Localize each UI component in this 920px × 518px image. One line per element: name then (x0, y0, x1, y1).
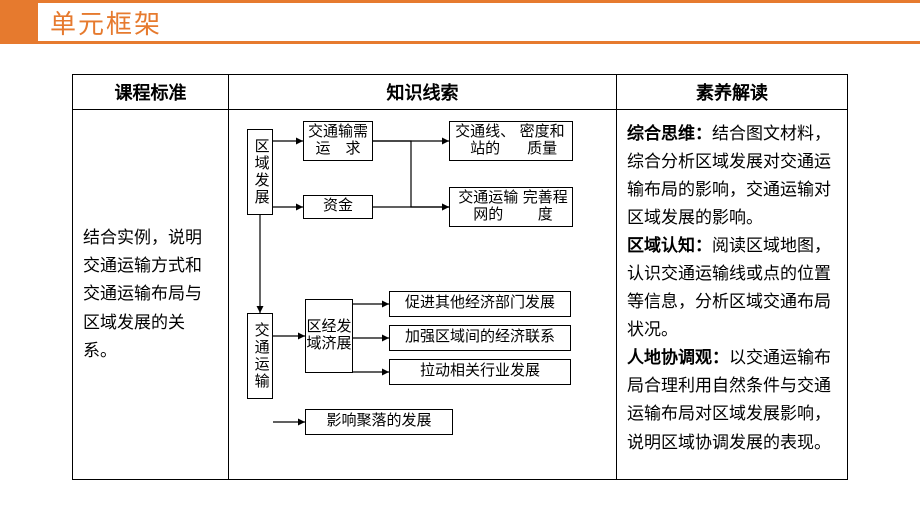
title-accent-block (0, 0, 38, 44)
flow-node-region_econ: 区域经济发展 (305, 299, 353, 373)
flowchart: 区域发展 交通运输需求资金 交通线、站的密度和质量交通运输网的完善程度交通运输 区域经… (229, 107, 616, 479)
flow-node-demand: 交通运输需求 (303, 121, 373, 161)
literacy-item-label: 综合思维： (627, 124, 712, 143)
flow-node-region_dev: 区域发展 (247, 129, 273, 215)
flow-node-settlement: 影响聚落的发展 (305, 409, 453, 435)
standards-text: 结合实例，说明交通运输方式和交通运输布局与区域发展的关系。 (73, 110, 228, 479)
header-literacy: 素养解读 (617, 75, 847, 110)
column-knowledge: 知识线索 区域发展 交通运输需求资金 交通线、站的密度和质量交通运输网的完善程度交通… (229, 75, 617, 479)
title-text-wrap: 单元框架 (38, 0, 176, 44)
flow-node-fund: 资金 (303, 195, 373, 219)
column-standards: 课程标准 结合实例，说明交通运输方式和交通运输布局与区域发展的关系。 (73, 75, 229, 479)
literacy-item: 人地协调观：以交通运输布局合理利用自然条件与交通运输布局对区域发展影响，说明区域… (627, 344, 837, 456)
title-bar: 单元框架 (0, 0, 920, 44)
literacy-item-label: 区域认知： (627, 236, 712, 255)
flow-node-traffic: 交通运输 (247, 313, 273, 399)
page-title: 单元框架 (50, 4, 162, 41)
literacy-item: 综合思维：结合图文材料，综合分析区域发展对交通运输布局的影响，交通运输对区域发展… (627, 120, 837, 232)
column-literacy: 素养解读 综合思维：结合图文材料，综合分析区域发展对交通运输布局的影响，交通运输… (617, 75, 847, 479)
literacy-item-label: 人地协调观： (627, 348, 729, 367)
header-standards: 课程标准 (73, 75, 228, 110)
flow-node-network: 交通运输网的完善程度 (449, 187, 573, 227)
flow-node-strengthen: 加强区域间的经济联系 (389, 325, 571, 351)
flow-node-promote: 促进其他经济部门发展 (389, 291, 571, 317)
flow-node-density: 交通线、站的密度和质量 (449, 121, 573, 161)
title-bar-line (176, 0, 920, 44)
literacy-text: 综合思维：结合图文材料，综合分析区域发展对交通运输布局的影响，交通运输对区域发展… (617, 110, 847, 479)
flow-node-drive: 拉动相关行业发展 (389, 359, 571, 385)
header-knowledge: 知识线索 (229, 75, 616, 110)
literacy-item: 区域认知：阅读区域地图，认识交通运输线或点的位置等信息，分析区域交通布局状况。 (627, 232, 837, 344)
content-table: 课程标准 结合实例，说明交通运输方式和交通运输布局与区域发展的关系。 知识线索 … (72, 74, 848, 480)
